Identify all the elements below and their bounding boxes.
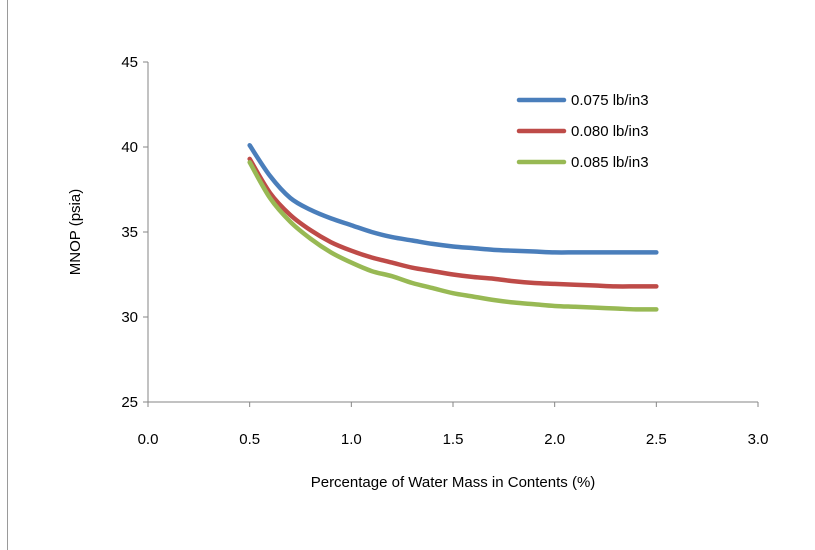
x-tick-label: 2.5 [646,431,667,448]
y-axis-title: MNOP (psia) [67,189,84,275]
y-tick-label: 25 [121,394,138,411]
x-tick-label: 2.0 [544,431,565,448]
chart-series [247,143,659,312]
legend-label: 0.080 lb/in3 [571,123,649,140]
series-line-1 [247,143,659,255]
series-line-2 [247,156,659,289]
x-axis-title: Percentage of Water Mass in Contents (%) [311,474,596,491]
x-tick-label: 0.0 [138,431,159,448]
y-tick-label: 30 [121,309,138,326]
x-tick-label: 3.0 [748,431,769,448]
frame-border [7,0,8,550]
series-line-3 [247,160,659,312]
x-tick-label: 0.5 [239,431,260,448]
chart-legend: 0.075 lb/in3 0.080 lb/in3 0.085 lb/in3 [516,92,649,171]
legend-label: 0.075 lb/in3 [571,92,649,109]
y-tick-label: 40 [121,139,138,156]
x-tick-label: 1.0 [341,431,362,448]
legend-label: 0.085 lb/in3 [571,154,649,171]
x-tick-label: 1.5 [443,431,464,448]
y-tick-label: 35 [121,224,138,241]
y-tick-label: 45 [121,54,138,71]
chart-axes: 25 30 35 40 45 0.0 0.5 1.0 1.5 2.0 2.5 3.0 [121,54,768,448]
